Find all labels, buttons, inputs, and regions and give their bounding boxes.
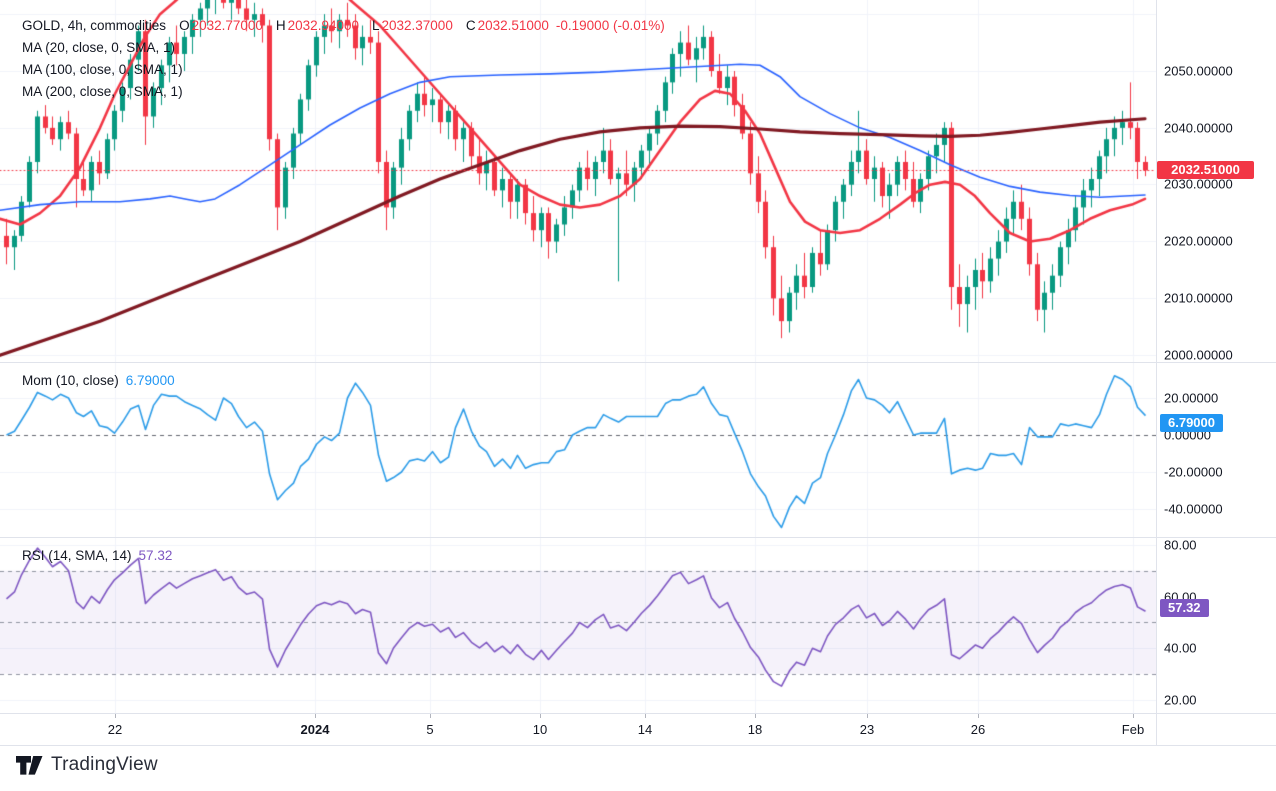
chart-canvas[interactable] xyxy=(0,0,1156,713)
ohlc-low-label: L xyxy=(371,18,380,33)
momentum-value: 6.79000 xyxy=(125,373,175,388)
symbol-legend-row[interactable]: GOLD, 4h, commodities O 2032.77000 H 2032.… xyxy=(22,18,665,40)
ma200-legend-label: MA (200, close, 0, SMA, 1) xyxy=(22,84,183,99)
time-axis-tick xyxy=(315,714,316,718)
ohlc-open-label: O xyxy=(179,18,190,33)
time-axis-separator xyxy=(0,713,1276,714)
ohlc-open-value: 2032.77000 xyxy=(191,18,263,33)
ma100-legend-row[interactable]: MA (100, close, 0, SMA, 1) xyxy=(22,62,665,84)
time-axis-label: 14 xyxy=(637,722,653,737)
time-axis-tick xyxy=(867,714,868,718)
ohlc-close-label: C xyxy=(465,18,476,33)
price-axis-label: 2020.00000 xyxy=(1164,233,1233,249)
ohlc-high-label: H xyxy=(275,18,286,33)
price-axis-label: 2010.00000 xyxy=(1164,290,1233,306)
rsi-label: RSI (14, SMA, 14) xyxy=(22,548,132,563)
price-axis-border xyxy=(1156,0,1157,745)
time-axis-label: 5 xyxy=(426,722,434,737)
rsi-value: 57.32 xyxy=(138,548,173,563)
price-axis-label: 2050.00000 xyxy=(1164,63,1233,79)
brand-name: TradingView xyxy=(51,754,158,775)
momentum-pane-legend: Mom (10, close) 6.79000 xyxy=(22,373,175,395)
time-axis-tick xyxy=(755,714,756,718)
rsi-pane-legend: RSI (14, SMA, 14) 57.32 xyxy=(22,548,172,570)
ohlc-high-value: 2032.94000 xyxy=(287,18,359,33)
brand-footer[interactable]: TradingView xyxy=(16,754,158,776)
symbol-title: GOLD, 4h, commodities xyxy=(22,18,167,33)
time-axis-label: 2024 xyxy=(300,722,330,737)
momentum-label: Mom (10, close) xyxy=(22,373,119,388)
price-momentum-separator[interactable] xyxy=(0,362,1276,363)
rsi-axis-label: 20.00 xyxy=(1164,692,1197,708)
ma20-legend-row[interactable]: MA (20, close, 0, SMA, 1) xyxy=(22,40,665,62)
momentum-rsi-separator[interactable] xyxy=(0,537,1276,538)
ma200-legend-row[interactable]: MA (200, close, 0, SMA, 1) xyxy=(22,84,665,106)
ma100-legend-label: MA (100, close, 0, SMA, 1) xyxy=(22,62,183,77)
time-axis-label: Feb xyxy=(1121,722,1145,737)
momentum-value-badge: 6.79000 xyxy=(1160,414,1223,432)
momentum-axis-label: 20.00000 xyxy=(1164,390,1219,406)
rsi-legend-row[interactable]: RSI (14, SMA, 14) 57.32 xyxy=(22,548,172,570)
time-axis-tick xyxy=(540,714,541,718)
time-axis-tick xyxy=(645,714,646,718)
momentum-legend-row[interactable]: Mom (10, close) 6.79000 xyxy=(22,373,175,395)
ohlc-low-value: 2032.37000 xyxy=(381,18,453,33)
price-axis-label: 2000.00000 xyxy=(1164,347,1233,363)
time-axis-tick xyxy=(115,714,116,718)
rsi-axis-label: 40.00 xyxy=(1164,640,1197,656)
current-price-badge: 2032.51000 xyxy=(1157,161,1254,179)
ohlc-close-value: 2032.51000 xyxy=(477,18,549,33)
momentum-axis-label: -40.00000 xyxy=(1164,501,1223,517)
price-pane-legend: GOLD, 4h, commodities O 2032.77000 H 2032.… xyxy=(22,18,665,106)
time-axis-tick xyxy=(978,714,979,718)
time-axis-label: 23 xyxy=(859,722,875,737)
time-axis-label: 10 xyxy=(532,722,548,737)
ohlc-values: O 2032.77000 xyxy=(179,18,263,33)
time-axis-tick xyxy=(430,714,431,718)
price-axis-label: 2030.00000 xyxy=(1164,176,1233,192)
time-axis-label: 22 xyxy=(107,722,123,737)
rsi-value-badge: 57.32 xyxy=(1160,599,1209,617)
time-axis-label: 18 xyxy=(747,722,763,737)
price-axis-label: 2040.00000 xyxy=(1164,120,1233,136)
time-axis-label: 26 xyxy=(970,722,986,737)
tradingview-logo-icon xyxy=(16,755,43,775)
change-value: -0.19000 (-0.01%) xyxy=(555,18,665,33)
momentum-axis-label: -20.00000 xyxy=(1164,464,1223,480)
time-axis-tick xyxy=(1133,714,1134,718)
footer-separator xyxy=(0,745,1276,746)
ma20-legend-label: MA (20, close, 0, SMA, 1) xyxy=(22,40,176,55)
rsi-axis-label: 80.00 xyxy=(1164,537,1197,553)
